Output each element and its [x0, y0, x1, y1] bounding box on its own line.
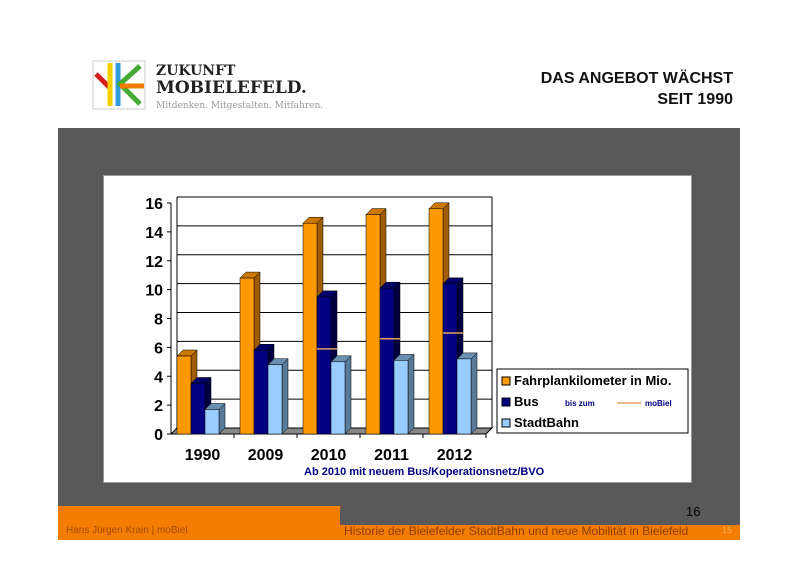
legend-marker-prefix: bis zum	[565, 399, 595, 408]
logo: ZUKUNFT MOBIELEFELD. Mitdenken. Mitgesta…	[92, 60, 323, 114]
bar-stadtbahn	[267, 364, 283, 435]
y-tick-label: 0	[154, 427, 163, 444]
y-tick-label: 6	[154, 340, 163, 357]
y-tick-label: 10	[145, 283, 163, 300]
bar-bus	[379, 287, 395, 435]
bar-fahrplankilometer	[365, 214, 381, 435]
bar-side	[344, 355, 352, 435]
bar-bus	[253, 350, 269, 435]
bar-fahrplankilometer	[302, 222, 318, 435]
bar-stadtbahn	[330, 361, 346, 435]
x-tick-label: 1990	[185, 447, 221, 464]
logo-icon	[92, 60, 146, 110]
legend-swatch	[501, 418, 511, 428]
y-tick-label: 12	[145, 254, 163, 271]
legend-marker-suffix: moBiel	[645, 399, 672, 408]
slide-number: 16	[686, 504, 701, 519]
x-tick-label: 2012	[437, 447, 473, 464]
bar-side	[470, 352, 478, 435]
footer-author: Hans Jürgen Krain | moBiel	[66, 525, 188, 536]
bar-bus	[442, 283, 458, 435]
bar-fahrplankilometer	[239, 277, 255, 435]
chart-annotation: Ab 2010 mit neuem Bus/Koperationsnetz/BV…	[304, 466, 545, 478]
y-tick-label: 16	[145, 196, 163, 213]
bar-side	[407, 353, 415, 435]
y-tick-label: 8	[154, 312, 163, 329]
footer-number: 15	[722, 525, 733, 535]
y-tick-label: 14	[145, 225, 163, 242]
bar-bus	[190, 383, 206, 435]
title-line1: DAS ANGEBOT WÄCHST	[540, 70, 733, 87]
legend	[496, 368, 689, 434]
bar-bus	[316, 296, 332, 435]
bar-fahrplankilometer	[176, 355, 192, 435]
legend-swatch	[501, 397, 511, 407]
chart-area: 0 2 4 6 8 10 12 14 16 1990 2009 2010 2011 2012 Ab 2010…	[103, 175, 692, 483]
bar-stadtbahn	[393, 360, 409, 435]
x-tick-label: 2011	[374, 447, 409, 464]
bar-chart: 0 2 4 6 8 10 12 14 16 1990 2009 2010 2011 2012 Ab 2010…	[145, 196, 689, 478]
legend-label: Bus	[514, 394, 539, 409]
footer-topic: Historie der Bielefelder StadtBahn und n…	[344, 524, 689, 538]
bar-side	[281, 358, 289, 435]
bar-stadtbahn	[456, 358, 472, 435]
legend-swatch	[501, 376, 511, 386]
page-title: DAS ANGEBOT WÄCHST SEIT 1990	[541, 68, 733, 110]
legend-label: Fahrplankilometer in Mio.	[514, 373, 671, 388]
y-tick-label: 2	[154, 398, 163, 415]
x-tick-label: 2009	[248, 447, 284, 464]
logo-line2: MOBIELEFELD.	[156, 78, 307, 98]
title-line2: SEIT 1990	[657, 91, 733, 108]
x-tick-label: 2010	[311, 447, 347, 464]
slide-number-box	[340, 498, 740, 525]
logo-line1: ZUKUNFT	[156, 63, 236, 79]
y-tick-label: 4	[154, 369, 163, 386]
logo-tagline: Mitdenken. Mitgestalten. Mitfahren.	[156, 101, 324, 111]
bar-fahrplankilometer	[428, 208, 444, 435]
bar-stadtbahn	[204, 409, 220, 435]
legend-label: StadtBahn	[514, 415, 579, 430]
